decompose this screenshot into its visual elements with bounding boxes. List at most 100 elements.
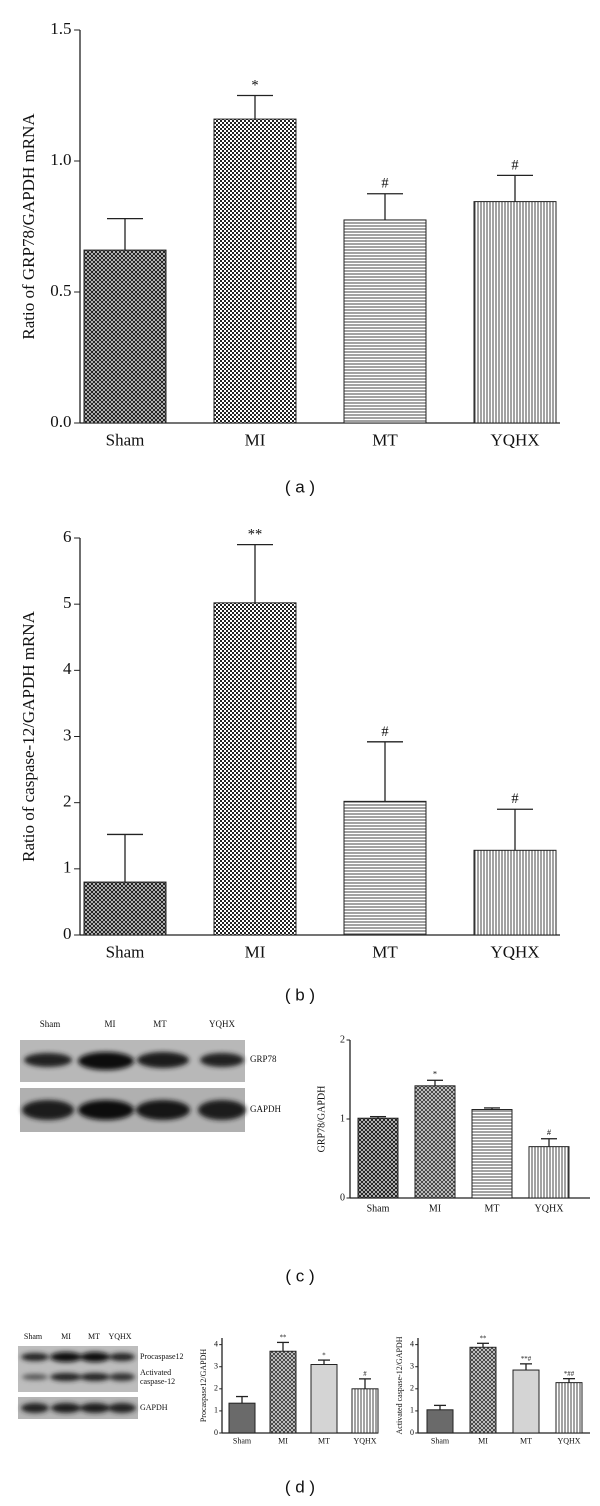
x-tick-label: YQHX [490,431,539,450]
bar [343,219,427,424]
x-tick-label: Sham [431,1437,450,1446]
y-axis-label: Procaspase12/GAPDH [199,1349,208,1423]
bar [269,1350,297,1434]
bar [83,249,167,424]
x-tick-label: Sham [106,943,145,962]
y-tick-label: 5 [63,593,72,612]
panel-label: ( c ) [285,1266,314,1285]
y-tick-label: 2 [63,792,72,811]
significance: # [547,1127,552,1137]
lane-label: YQHX [108,1332,131,1341]
band-label: Activated [140,1368,171,1377]
y-tick-label: 2 [410,1384,414,1393]
y-axis-label: Ratio of caspase-12/GAPDH mRNA [19,610,38,861]
significance: * [251,77,258,93]
x-tick-label: Sham [367,1203,390,1214]
lane-label: Sham [24,1332,43,1341]
y-tick-label: 0 [340,1192,345,1203]
bar [512,1369,540,1434]
y-tick-label: 1 [63,858,72,877]
y-axis-label: Ratio of GRP78/GAPDH mRNA [19,113,38,340]
y-tick-label: 4 [63,659,72,678]
significance: ** [280,1335,287,1342]
blot-bands [21,1052,246,1413]
band-label: Procaspase12 [140,1352,184,1361]
x-tick-label: Sham [106,431,145,450]
y-tick-label: 2 [340,1034,345,1045]
y-axis-label: GRP78/GAPDH [316,1086,327,1153]
x-tick-label: YQHX [353,1437,376,1446]
significance: # [511,157,518,173]
bar [351,1388,379,1434]
band-label: GAPDH [250,1104,282,1114]
y-tick-label: 0 [410,1428,414,1437]
blot-strip [18,1346,138,1392]
y-tick-label: 1.0 [50,150,71,169]
y-tick-label: 0 [214,1428,218,1437]
bar [343,800,427,936]
x-tick-label: MI [245,431,266,450]
band-label: GRP78 [250,1054,277,1064]
bar [469,1346,497,1434]
x-tick-label: MI [245,943,266,962]
bar [555,1382,583,1434]
bar [414,1085,456,1199]
significance: # [363,1371,367,1378]
y-axis-label: Activated caspase-12/GAPDH [395,1336,404,1434]
significance: # [381,176,388,192]
panel-label: ( d ) [285,1477,315,1496]
lane-label: MI [105,1019,116,1029]
lane-label: Sham [40,1019,61,1029]
bar [213,118,297,424]
y-tick-label: 3 [410,1362,414,1371]
y-tick-label: 0.0 [50,412,71,431]
significance: * [322,1352,326,1359]
y-tick-label: 1 [340,1113,345,1124]
x-tick-label: MT [372,943,398,962]
bar [213,602,297,936]
y-tick-label: 0.5 [50,281,71,300]
x-tick-label: MT [520,1437,532,1446]
lane-label: MT [153,1019,167,1029]
significance: *## [564,1371,575,1378]
x-tick-label: YQHX [535,1203,565,1214]
y-tick-label: 1 [410,1406,414,1415]
bar [473,201,557,424]
bar [310,1364,338,1434]
significance: # [381,724,388,740]
x-tick-label: MT [318,1437,330,1446]
lane-label: MT [88,1332,100,1341]
lane-label: MI [61,1332,71,1341]
x-tick-label: MI [278,1437,288,1446]
x-tick-label: MT [485,1203,500,1214]
y-tick-label: 4 [410,1339,414,1348]
y-tick-label: 2 [214,1384,218,1393]
bar [83,881,167,936]
x-tick-label: MI [478,1437,488,1446]
y-tick-label: 1 [214,1406,218,1415]
significance: ** [480,1335,487,1342]
x-tick-label: Sham [233,1437,252,1446]
x-tick-label: MI [429,1203,441,1214]
bar [357,1117,399,1199]
significance: # [511,791,518,807]
x-tick-label: YQHX [557,1437,580,1446]
x-tick-label: MT [372,431,398,450]
lane-label: YQHX [209,1019,235,1029]
y-tick-label: 4 [214,1339,218,1348]
bar [426,1409,454,1434]
significance: * [433,1069,437,1079]
bar [228,1402,256,1434]
x-tick-label: YQHX [490,943,539,962]
band-label: GAPDH [140,1403,168,1412]
y-tick-label: 0 [63,924,72,943]
significance: ** [248,527,262,543]
y-tick-label: 3 [214,1362,218,1371]
y-tick-label: 1.5 [50,19,71,38]
bar [528,1146,570,1199]
significance: **# [521,1356,532,1363]
panel-label: ( a ) [285,477,315,496]
band-label: caspase-12 [140,1377,175,1386]
